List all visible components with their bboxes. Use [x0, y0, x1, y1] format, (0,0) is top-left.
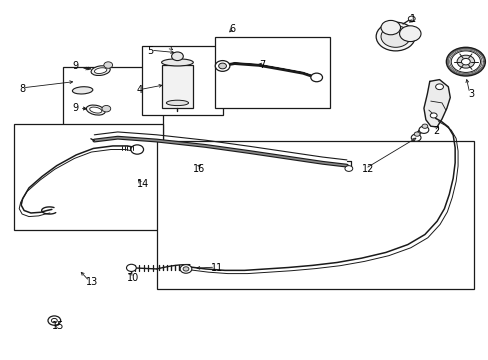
Circle shape [183, 267, 188, 271]
Circle shape [344, 166, 352, 171]
Bar [63, 67, 163, 153]
Circle shape [380, 21, 400, 35]
Circle shape [103, 62, 112, 68]
Bar [142, 45, 222, 116]
Circle shape [413, 132, 419, 136]
Circle shape [131, 145, 143, 154]
Ellipse shape [166, 100, 188, 105]
Circle shape [215, 60, 229, 71]
Circle shape [446, 47, 485, 76]
Circle shape [435, 84, 443, 90]
Circle shape [399, 26, 420, 41]
Text: 12: 12 [361, 164, 373, 174]
Circle shape [171, 52, 183, 60]
Polygon shape [423, 80, 449, 127]
Circle shape [375, 22, 414, 51]
Circle shape [48, 316, 61, 325]
Ellipse shape [94, 68, 107, 73]
Text: 5: 5 [147, 46, 153, 56]
Circle shape [450, 51, 480, 72]
Circle shape [51, 319, 57, 323]
Bar [161, 65, 193, 108]
Circle shape [418, 126, 428, 134]
Ellipse shape [161, 59, 193, 66]
Ellipse shape [86, 105, 105, 115]
Circle shape [102, 105, 110, 112]
Text: 16: 16 [193, 164, 205, 174]
Circle shape [407, 16, 414, 21]
Text: 9: 9 [73, 61, 79, 71]
Circle shape [429, 113, 436, 118]
Text: 1: 1 [409, 14, 416, 24]
Text: 10: 10 [126, 273, 139, 283]
Text: 3: 3 [468, 89, 474, 99]
Text: 7: 7 [259, 60, 265, 70]
Bar [215, 37, 329, 108]
Text: 15: 15 [52, 321, 64, 331]
Text: 4: 4 [136, 85, 142, 95]
Text: 14: 14 [137, 179, 149, 189]
Text: 8: 8 [19, 84, 25, 94]
Circle shape [126, 264, 136, 271]
Circle shape [410, 134, 420, 141]
Text: 9: 9 [73, 103, 79, 113]
Ellipse shape [91, 66, 110, 76]
Circle shape [180, 265, 191, 273]
Circle shape [218, 63, 226, 69]
Ellipse shape [89, 107, 102, 113]
Text: 2: 2 [433, 126, 439, 135]
Circle shape [461, 58, 469, 65]
Circle shape [380, 26, 409, 47]
Bar [14, 125, 163, 230]
Bar [157, 140, 473, 289]
Text: 11: 11 [211, 263, 223, 273]
Circle shape [421, 124, 427, 129]
Text: 6: 6 [228, 24, 235, 35]
Ellipse shape [72, 87, 93, 94]
Circle shape [456, 55, 474, 68]
Circle shape [310, 73, 322, 82]
Text: 13: 13 [86, 277, 98, 287]
